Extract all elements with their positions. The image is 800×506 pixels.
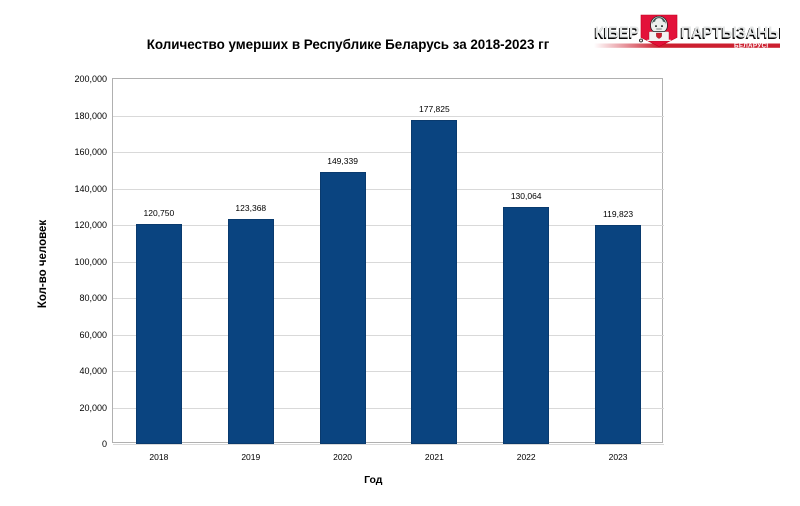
svg-text:БЕЛАРУСІ: БЕЛАРУСІ (734, 42, 768, 49)
svg-text:ПАРТЫЗАНЫ: ПАРТЫЗАНЫ (681, 25, 780, 42)
svg-text:КІБЕР: КІБЕР (595, 25, 639, 42)
